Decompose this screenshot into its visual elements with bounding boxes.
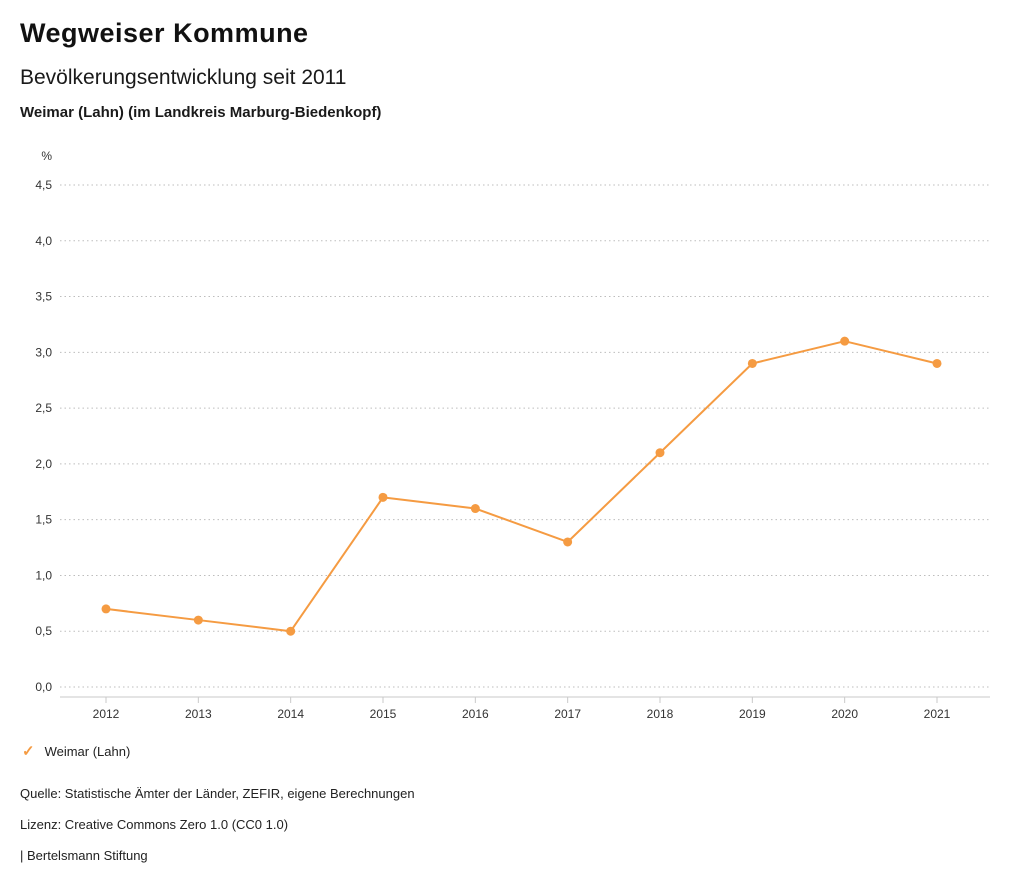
check-icon: ✓ — [22, 743, 35, 760]
y-tick-label: 3,0 — [35, 345, 52, 359]
x-tick-label: 2017 — [554, 707, 581, 721]
y-tick-label: 2,0 — [35, 457, 52, 471]
data-point — [563, 537, 573, 547]
line-chart: % 0,0 0,5 1,0 1,5 2,0 2,5 3,0 3,5 4,0 4,5 2012 2013 2… — [0, 140, 1024, 730]
x-tick-label: 2016 — [462, 707, 489, 721]
y-tick-label: 4,5 — [35, 178, 52, 192]
data-point — [747, 358, 757, 368]
chart-title: Bevölkerungsentwicklung seit 2011 — [20, 66, 347, 89]
trend-line — [105, 340, 938, 633]
data-point — [655, 448, 665, 458]
legend-label: Weimar (Lahn) — [44, 744, 131, 759]
y-tick-label: 2,5 — [35, 401, 52, 415]
x-tick-label: 2021 — [924, 707, 951, 721]
x-tick-label: 2018 — [647, 707, 674, 721]
x-tick-label: 2012 — [93, 707, 120, 721]
chart-subtitle-region: Weimar (Lahn) (im Landkreis Marburg-Bied… — [20, 104, 382, 121]
y-tick-label: 1,5 — [35, 513, 52, 527]
y-tick-label: 4,0 — [35, 234, 52, 248]
page-title: Wegweiser Kommune — [20, 18, 309, 48]
x-tick-label: 2014 — [277, 707, 304, 721]
data-point — [101, 604, 111, 614]
data-point — [840, 336, 850, 346]
data-point — [193, 615, 203, 625]
y-tick-label: 1,0 — [35, 568, 52, 582]
data-point — [932, 358, 942, 368]
legend-item-weimar-lahn[interactable]: ✓ Weimar (Lahn) — [22, 744, 130, 759]
y-tick-label: 0,5 — [35, 624, 52, 638]
y-tick-label: 0,0 — [35, 680, 52, 694]
data-point — [286, 626, 296, 636]
y-axis-unit-label: % — [41, 149, 52, 163]
attribution-text: | Bertelsmann Stiftung — [20, 848, 148, 863]
source-text: Quelle: Statistische Ämter der Länder, Z… — [20, 786, 415, 801]
y-tick-label: 3,5 — [35, 290, 52, 304]
data-point — [378, 492, 388, 502]
chart-canvas: % 0,0 0,5 1,0 1,5 2,0 2,5 3,0 3,5 4,0 4,5 2012 2013 2… — [35, 149, 990, 721]
x-tick-label: 2020 — [831, 707, 858, 721]
license-text: Lizenz: Creative Commons Zero 1.0 (CC0 1… — [20, 817, 289, 832]
x-tick-label: 2019 — [739, 707, 766, 721]
x-tick-label: 2013 — [185, 707, 212, 721]
x-tick-label: 2015 — [370, 707, 397, 721]
data-point — [470, 504, 480, 514]
